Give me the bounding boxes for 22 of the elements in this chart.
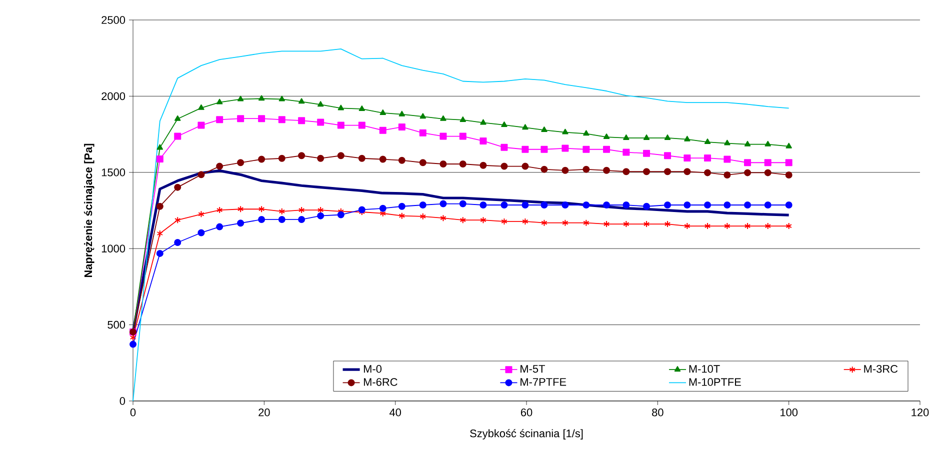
legend-label: M-7PTFE — [520, 378, 566, 386]
y-tick-label: 1000 — [102, 244, 126, 252]
x-tick-label: 20 — [258, 408, 270, 416]
x-tick-label: 0 — [130, 408, 136, 416]
legend-label: M-10PTFE — [689, 378, 741, 386]
x-tick-label: 80 — [652, 408, 664, 416]
legend-label: M-0 — [364, 365, 382, 373]
y-tick-label: 0 — [120, 397, 126, 405]
y-tick-label: 1500 — [102, 168, 126, 176]
y-tick-label: 2500 — [102, 16, 126, 24]
legend-label: M-6RC — [364, 378, 398, 386]
x-tick-label: 120 — [912, 408, 929, 416]
x-tick-label: 40 — [390, 408, 401, 416]
x-tick-label: 100 — [780, 408, 798, 416]
legend-label: M-10T — [689, 365, 720, 373]
y-axis-title: Naprężenie ścinajace [Pa] — [84, 144, 94, 278]
y-tick-label: 2000 — [102, 92, 126, 100]
x-tick-label: 60 — [520, 408, 532, 416]
y-tick-label: 500 — [108, 320, 126, 329]
legend-label: M-5T — [520, 365, 545, 373]
legend-label: M-3RC — [864, 365, 898, 373]
x-axis-title: Szybkość ścinania [1/s] — [470, 429, 583, 440]
